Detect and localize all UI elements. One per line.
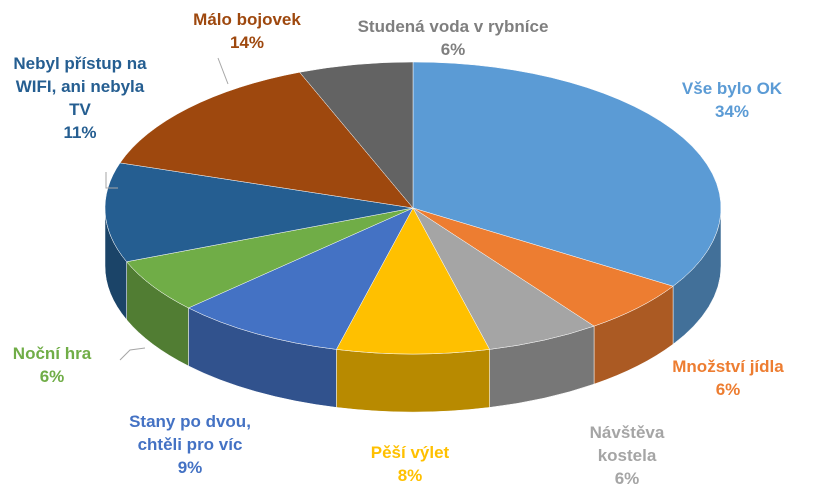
value-label: 6% <box>440 40 466 59</box>
value-label: 9% <box>177 458 203 477</box>
data-label: Noční hra 6% <box>0 342 117 388</box>
slice-side <box>336 349 490 413</box>
slice <box>412 61 722 287</box>
value-label: 6% <box>715 380 741 399</box>
data-label: Návštěva kostela 6% <box>572 421 682 490</box>
category-label: Nebyl přístup na WIFI, ani nebyla TV <box>13 54 147 119</box>
category-label: Noční hra <box>12 344 92 363</box>
value-label: 11% <box>63 123 97 142</box>
slice <box>119 71 414 209</box>
data-label: Množství jídla 6% <box>628 355 813 401</box>
data-label: Málo bojovek 14% <box>157 8 337 54</box>
value-label: 34% <box>714 102 750 121</box>
slice <box>336 207 490 355</box>
value-label: 14% <box>229 33 265 52</box>
data-label: Nebyl přístup na WIFI, ani nebyla TV 11% <box>10 52 150 144</box>
category-label: Návštěva kostela <box>589 423 665 465</box>
slice <box>104 162 414 263</box>
leader-line <box>217 57 229 85</box>
slice <box>299 61 414 209</box>
leader-line <box>119 347 146 361</box>
leader-line <box>105 172 118 189</box>
value-label: 6% <box>614 469 640 488</box>
category-label: Vše bylo OK <box>681 79 783 98</box>
category-label: Pěší výlet <box>370 443 450 462</box>
value-label: 6% <box>39 367 65 386</box>
category-label: Stany po dvou, chtěli pro víc <box>129 412 251 454</box>
category-label: Studená voda v rybníce <box>357 17 549 36</box>
data-label: Pěší výlet 8% <box>330 441 490 487</box>
category-label: Množství jídla <box>672 357 784 376</box>
category-label: Málo bojovek <box>193 10 301 29</box>
data-label: Studená voda v rybníce 6% <box>323 15 583 61</box>
slice <box>187 207 414 350</box>
data-label: Vše bylo OK 34% <box>632 77 813 123</box>
data-label: Stany po dvou, chtěli pro víc 9% <box>105 410 275 479</box>
value-label: 8% <box>397 466 423 485</box>
